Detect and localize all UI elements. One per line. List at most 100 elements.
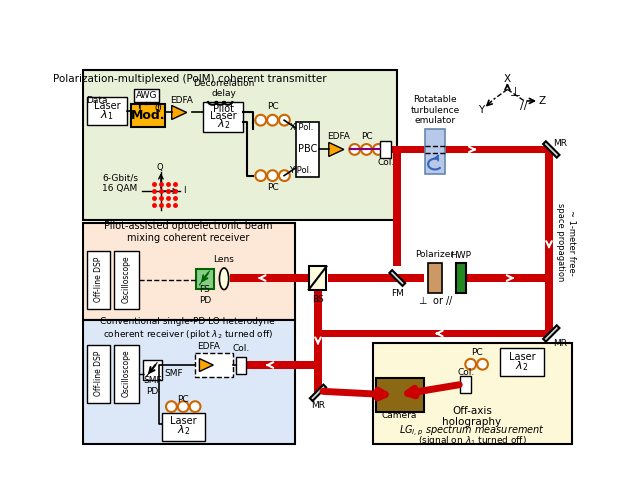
- Text: MR: MR: [554, 139, 568, 148]
- Circle shape: [189, 401, 200, 412]
- Bar: [143, 360, 163, 380]
- Text: EDFA: EDFA: [197, 342, 220, 351]
- Text: Col.: Col.: [377, 158, 394, 167]
- Text: Col.: Col.: [457, 368, 474, 377]
- Bar: [428, 263, 442, 294]
- Text: SMF: SMF: [164, 369, 183, 378]
- Circle shape: [166, 401, 177, 412]
- Text: Pilot: Pilot: [212, 104, 234, 114]
- Text: I: I: [183, 186, 185, 195]
- Bar: [296, 122, 319, 177]
- Text: X: X: [504, 74, 511, 84]
- Text: Camera: Camera: [382, 411, 417, 420]
- Text: (signal on $\lambda_1$ turned off): (signal on $\lambda_1$ turned off): [417, 434, 527, 447]
- Bar: [134, 89, 159, 103]
- Bar: [83, 70, 397, 220]
- Text: Lens: Lens: [214, 255, 234, 264]
- Bar: [394, 149, 401, 267]
- Text: Q: Q: [156, 163, 163, 172]
- Text: ~ 1-meter free-
space propagation: ~ 1-meter free- space propagation: [556, 203, 575, 282]
- Text: Pilot-assisted optoelectronic beam
mixing coherent receiver: Pilot-assisted optoelectronic beam mixin…: [104, 221, 272, 242]
- Bar: [114, 345, 139, 403]
- Circle shape: [255, 115, 266, 126]
- Text: EDFA: EDFA: [327, 132, 350, 141]
- Text: 6-Gbit/s
16 QAM: 6-Gbit/s 16 QAM: [102, 174, 138, 193]
- Text: Laser: Laser: [210, 111, 237, 121]
- Bar: [83, 320, 295, 443]
- Bar: [543, 141, 559, 158]
- Text: $\bot$: $\bot$: [507, 86, 522, 100]
- Bar: [163, 413, 205, 440]
- Text: $LG_{l,p}$ spectrum measurement: $LG_{l,p}$ spectrum measurement: [399, 424, 545, 438]
- Text: PC: PC: [267, 183, 278, 192]
- Text: PC: PC: [471, 348, 483, 357]
- Bar: [500, 348, 545, 376]
- Circle shape: [255, 170, 266, 181]
- Text: Polarizer: Polarizer: [415, 250, 454, 260]
- Text: BS: BS: [312, 295, 324, 304]
- Bar: [87, 251, 110, 309]
- Text: Decorrelation
delay: Decorrelation delay: [193, 79, 255, 98]
- Text: I: I: [138, 104, 141, 113]
- Bar: [230, 274, 310, 282]
- Ellipse shape: [220, 268, 228, 290]
- Bar: [390, 146, 549, 153]
- Bar: [372, 343, 572, 443]
- Circle shape: [279, 170, 290, 181]
- Text: $\lambda_1$: $\lambda_1$: [100, 109, 114, 122]
- Polygon shape: [200, 359, 213, 372]
- Text: PC: PC: [177, 395, 189, 404]
- Text: Oscilloscope: Oscilloscope: [122, 256, 131, 304]
- Bar: [425, 129, 445, 174]
- Bar: [114, 251, 139, 309]
- Bar: [389, 270, 405, 286]
- Bar: [131, 104, 164, 127]
- Text: $\lambda_2$: $\lambda_2$: [515, 359, 529, 373]
- Bar: [310, 385, 326, 401]
- Text: MR: MR: [311, 401, 325, 410]
- Text: FS
PD: FS PD: [198, 285, 211, 305]
- Bar: [241, 361, 318, 369]
- Text: Off-line DSP: Off-line DSP: [94, 351, 103, 396]
- Text: $\lambda_2$: $\lambda_2$: [177, 423, 190, 437]
- Text: Col.: Col.: [232, 344, 250, 353]
- Text: PBC: PBC: [298, 144, 317, 154]
- Polygon shape: [308, 267, 326, 290]
- Text: Laser: Laser: [93, 101, 120, 111]
- Text: Polarization-multiplexed (PolM) coherent transmitter: Polarization-multiplexed (PolM) coherent…: [52, 74, 326, 84]
- Text: Off-axis
holography: Off-axis holography: [442, 406, 502, 427]
- Bar: [314, 334, 322, 393]
- Text: Oscilloscope: Oscilloscope: [122, 350, 131, 397]
- Circle shape: [373, 144, 384, 155]
- Bar: [314, 290, 322, 393]
- Text: EDFA: EDFA: [170, 96, 193, 105]
- Circle shape: [361, 144, 372, 155]
- Bar: [204, 103, 243, 132]
- Bar: [315, 330, 549, 337]
- Text: SMF
PD: SMF PD: [143, 376, 162, 395]
- Circle shape: [465, 359, 476, 370]
- Text: HWP: HWP: [450, 251, 471, 260]
- Bar: [83, 223, 295, 320]
- Bar: [376, 378, 424, 412]
- Bar: [545, 149, 553, 336]
- Text: //: //: [520, 101, 527, 111]
- Text: PC: PC: [361, 132, 372, 141]
- Circle shape: [279, 115, 290, 126]
- Text: PC: PC: [267, 102, 278, 111]
- Text: Laser: Laser: [509, 352, 535, 362]
- Bar: [195, 354, 234, 377]
- Bar: [236, 357, 246, 374]
- Text: $\bot$ or //: $\bot$ or //: [417, 294, 454, 307]
- Polygon shape: [329, 142, 344, 156]
- Circle shape: [349, 144, 360, 155]
- Text: Conventional single-PD LO heterodyne
coherent receiver (pilot $\lambda_2$ turned: Conventional single-PD LO heterodyne coh…: [100, 317, 275, 341]
- Bar: [196, 269, 214, 289]
- Text: Y: Y: [478, 105, 484, 115]
- Text: Z: Z: [538, 96, 546, 106]
- Text: Mod.: Mod.: [131, 109, 165, 122]
- Text: Q: Q: [154, 104, 161, 113]
- Bar: [456, 263, 466, 294]
- Circle shape: [178, 401, 189, 412]
- Bar: [460, 376, 471, 393]
